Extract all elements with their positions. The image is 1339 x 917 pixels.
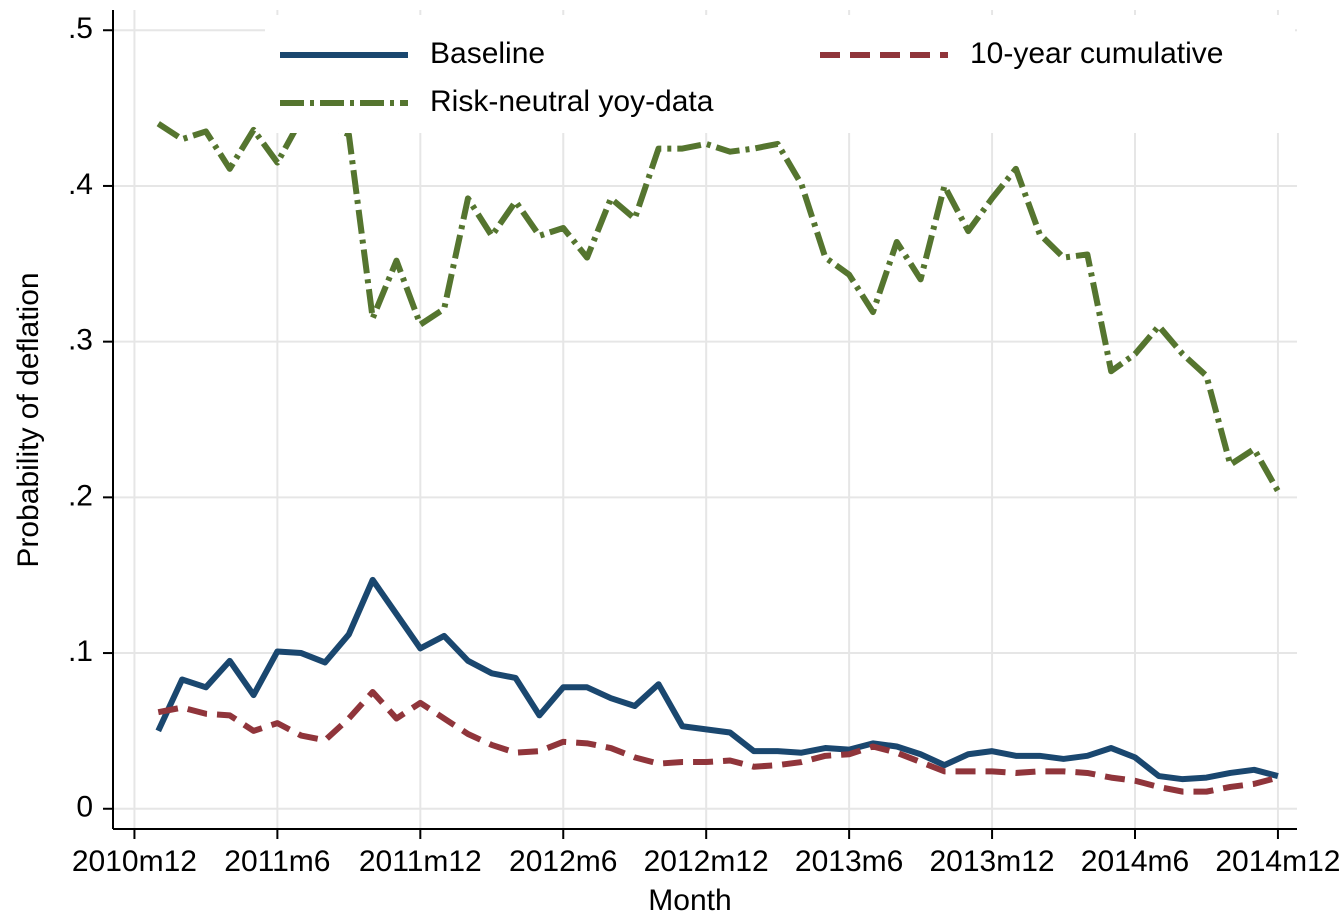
legend-label: Risk-neutral yoy-data: [430, 85, 714, 118]
x-tick-label: 2013m6: [795, 845, 903, 878]
y-tick-label: .3: [68, 324, 93, 357]
legend: Baseline 10-year cumulative Risk-neutral y…: [265, 15, 1295, 133]
y-tick-label: .4: [68, 168, 93, 201]
y-tick-label: .5: [68, 12, 93, 45]
y-tick-label: .1: [68, 635, 93, 668]
legend-box: [265, 15, 1295, 133]
x-tick-label: 2013m12: [930, 845, 1055, 878]
legend-label: Baseline: [430, 37, 545, 70]
legend-label: 10-year cumulative: [970, 37, 1223, 70]
x-tick-label: 2011m6: [224, 845, 330, 878]
x-tick-label: 2012m12: [644, 845, 769, 878]
x-tick-label: 2011m12: [359, 845, 482, 878]
y-tick-label: 0: [76, 791, 93, 824]
x-tick-label: 2012m6: [509, 845, 617, 878]
x-tick-label: 2014m12: [1215, 845, 1339, 878]
series-line: [157, 688, 1279, 795]
series-line: [156, 115, 1281, 493]
series-line: [155, 576, 1279, 783]
x-axis-label: Month: [648, 884, 731, 917]
y-axis-label: Probability of deflation: [12, 272, 45, 567]
x-tick-label: 2014m6: [1081, 845, 1189, 878]
x-tick-label: 2010m12: [72, 845, 197, 878]
y-tick-label: .2: [68, 479, 93, 512]
